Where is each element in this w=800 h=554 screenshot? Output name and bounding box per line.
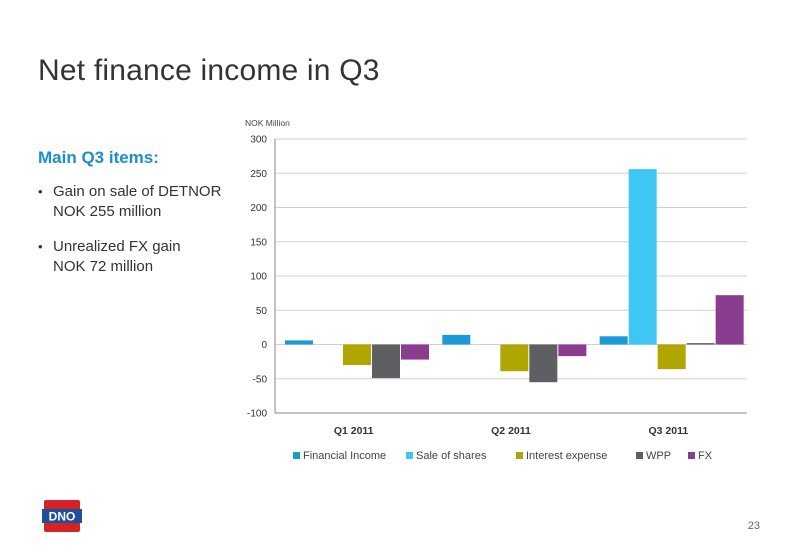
- logo-text: DNO: [49, 510, 76, 524]
- x-category-label: Q1 2011: [334, 425, 374, 437]
- y-tick-label: 150: [250, 237, 267, 248]
- x-category-label: Q3 2011: [648, 425, 688, 437]
- bullet-item-1: • Gain on sale of DETNOR NOK 255 million: [38, 182, 248, 222]
- bullet-item-2: • Unrealized FX gain NOK 72 million: [38, 237, 248, 277]
- bar-financial-income: [442, 334, 471, 345]
- bar-wpp: [372, 344, 400, 379]
- bar-interest-expense: [500, 344, 529, 372]
- bar-wpp: [529, 344, 558, 383]
- y-tick-label: 200: [250, 203, 267, 214]
- unit-label: NOK Million: [245, 118, 290, 128]
- legend-label: Interest expense: [526, 450, 607, 462]
- y-tick-label: -100: [247, 409, 267, 420]
- legend-swatch: [293, 452, 300, 459]
- bar-chart: NOK Million 300 250 200 150 100 50 0 -50 -100 Q1 2…: [245, 118, 747, 462]
- slide-subtitle: Main Q3 items:: [38, 148, 159, 167]
- dno-logo: DNO: [42, 500, 82, 532]
- bullet-2-line1: Unrealized FX gain: [53, 238, 181, 255]
- y-tick-label: 300: [250, 135, 267, 146]
- bar-fx: [715, 295, 744, 345]
- bar-fx: [401, 344, 429, 360]
- y-tick-label: 0: [261, 340, 267, 351]
- bullet-dot-icon: •: [38, 184, 43, 199]
- bar-financial-income: [285, 340, 313, 345]
- legend-swatch: [688, 452, 695, 459]
- bullet-2-line2: NOK 72 million: [53, 258, 154, 275]
- y-tick-label: -50: [253, 374, 268, 385]
- legend-swatch: [406, 452, 413, 459]
- bullet-dot-icon: •: [38, 239, 43, 254]
- bar-interest-expense: [657, 344, 686, 370]
- y-tick-label: 50: [256, 306, 268, 317]
- legend-label: Sale of shares: [416, 450, 487, 462]
- bullet-1-line1: Gain on sale of DETNOR: [53, 183, 222, 200]
- bar-fx: [558, 344, 587, 357]
- bar-sale-of-shares: [628, 169, 657, 345]
- legend-label: WPP: [646, 450, 671, 462]
- y-tick-label: 250: [250, 169, 267, 180]
- x-category-label: Q2 2011: [491, 425, 531, 437]
- legend-swatch: [516, 452, 523, 459]
- bar-interest-expense: [343, 344, 371, 366]
- y-tick-label: 100: [250, 272, 267, 283]
- legend-label: Financial Income: [303, 450, 386, 462]
- bullet-1-line2: NOK 255 million: [53, 203, 162, 220]
- bar-wpp: [686, 343, 715, 345]
- legend-label: FX: [698, 450, 713, 462]
- bullet-list: • Gain on sale of DETNOR NOK 255 million…: [38, 182, 248, 292]
- bar-financial-income: [599, 336, 628, 345]
- legend-swatch: [636, 452, 643, 459]
- slide-title: Net finance income in Q3: [38, 54, 380, 87]
- page-number: 23: [747, 520, 760, 532]
